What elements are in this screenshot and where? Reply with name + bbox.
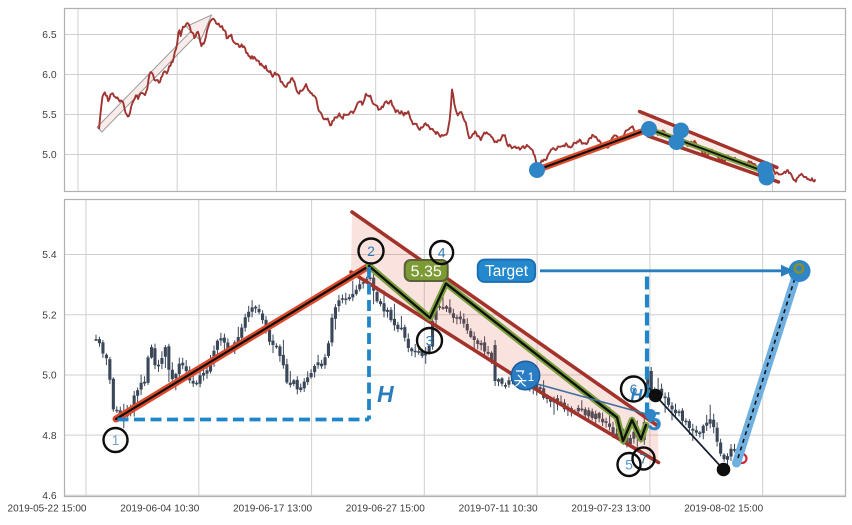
svg-text:2019-06-17 13:00: 2019-06-17 13:00 [233, 503, 312, 514]
svg-text:5: 5 [625, 457, 633, 473]
svg-text:4: 4 [438, 245, 446, 261]
svg-text:2019-06-27 15:00: 2019-06-27 15:00 [346, 503, 425, 514]
svg-text:3: 3 [426, 333, 434, 349]
svg-text:5.5: 5.5 [42, 110, 57, 121]
svg-text:7: 7 [640, 451, 648, 467]
svg-text:H: H [377, 381, 394, 407]
svg-text:4.6: 4.6 [42, 491, 57, 502]
svg-text:6: 6 [630, 381, 638, 397]
svg-text:6.0: 6.0 [42, 70, 57, 81]
svg-text:5.2: 5.2 [42, 311, 57, 322]
svg-text:1: 1 [112, 432, 120, 448]
svg-text:5.0: 5.0 [42, 371, 57, 382]
svg-text:5: 5 [647, 406, 661, 436]
svg-text:Target: Target [485, 263, 529, 280]
svg-text:2019-06-04 10:30: 2019-06-04 10:30 [120, 503, 199, 514]
svg-text:2019-07-23 13:00: 2019-07-23 13:00 [571, 503, 650, 514]
svg-text:5.4: 5.4 [42, 250, 57, 261]
svg-text:1: 1 [528, 372, 534, 384]
svg-text:2019-08-02 15:00: 2019-08-02 15:00 [684, 503, 763, 514]
svg-text:4.8: 4.8 [42, 431, 57, 442]
svg-text:2019-07-11 10:30: 2019-07-11 10:30 [459, 503, 538, 514]
svg-text:6.5: 6.5 [42, 30, 57, 41]
svg-text:2: 2 [367, 243, 375, 259]
svg-text:5.0: 5.0 [42, 150, 57, 161]
svg-text:5.35: 5.35 [411, 264, 442, 281]
svg-text:2019-05-22 15:00: 2019-05-22 15:00 [8, 503, 87, 514]
